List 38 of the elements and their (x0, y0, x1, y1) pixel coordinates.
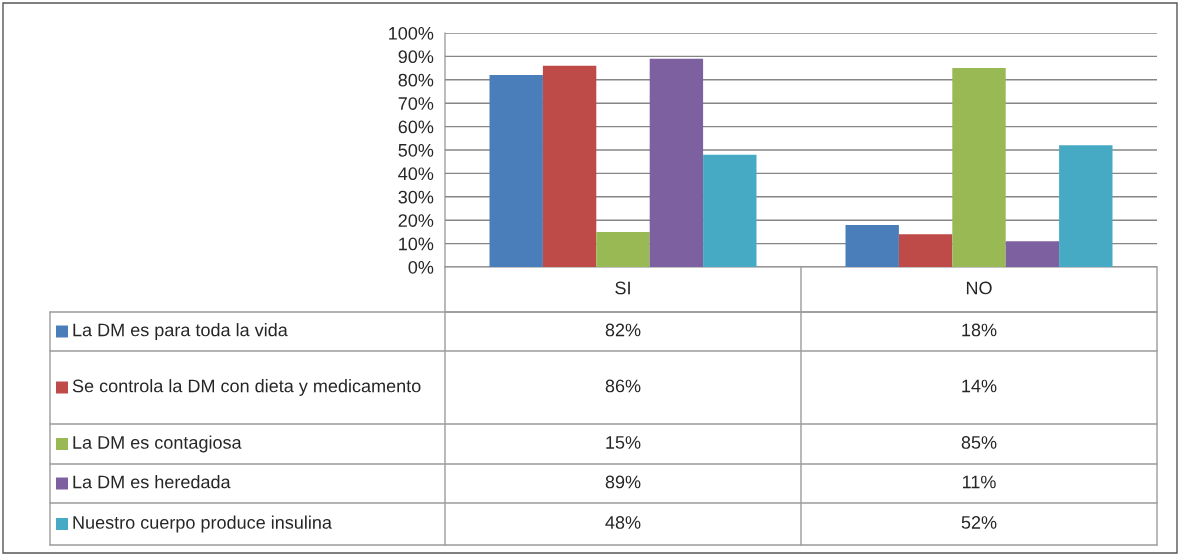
legend-label: La DM es heredada (73, 475, 231, 489)
x-tick-label: SI (615, 281, 630, 295)
legend-label: La DM es contagiosa (73, 435, 242, 453)
data-label: 52% (961, 516, 997, 529)
data-label: 82% (605, 323, 641, 337)
bar (596, 231, 650, 267)
y-tick-label: 40% (398, 167, 434, 181)
y-tick-label: 80% (398, 73, 434, 87)
legend-label: Nuestro cuerpo produce insulina (73, 515, 332, 533)
legend-label: La DM es para toda la vida (73, 323, 288, 340)
bar (703, 154, 757, 267)
bar (1005, 241, 1060, 267)
data-label: 89% (605, 475, 641, 489)
data-label: 15% (606, 436, 641, 449)
data-label: 86% (605, 379, 641, 393)
y-tick-label: 90% (398, 50, 434, 64)
x-tick-label: NO (966, 281, 992, 295)
data-label: 48% (605, 516, 641, 529)
y-tick-label: 100% (389, 26, 434, 40)
data-label: 14% (962, 379, 997, 393)
data-label: 18% (962, 323, 997, 337)
y-tick-label: 30% (398, 190, 434, 204)
y-tick-label: 10% (399, 237, 434, 251)
legend-label: Se controla la DM con dieta y medicamento (72, 379, 421, 396)
y-tick-label: 20% (398, 214, 434, 227)
y-tick-label: 70% (398, 97, 434, 110)
data-label: 11% (962, 475, 996, 489)
y-tick-label: 60% (398, 120, 434, 134)
data-label: 85% (961, 436, 997, 449)
bar (542, 65, 597, 267)
y-tick-label: 0% (408, 260, 434, 274)
bar (489, 75, 543, 267)
y-tick-label: 50% (398, 143, 434, 157)
bar (898, 234, 953, 267)
bar (1059, 145, 1113, 267)
bar (845, 224, 899, 267)
bar (952, 68, 1006, 267)
bar (649, 58, 704, 267)
